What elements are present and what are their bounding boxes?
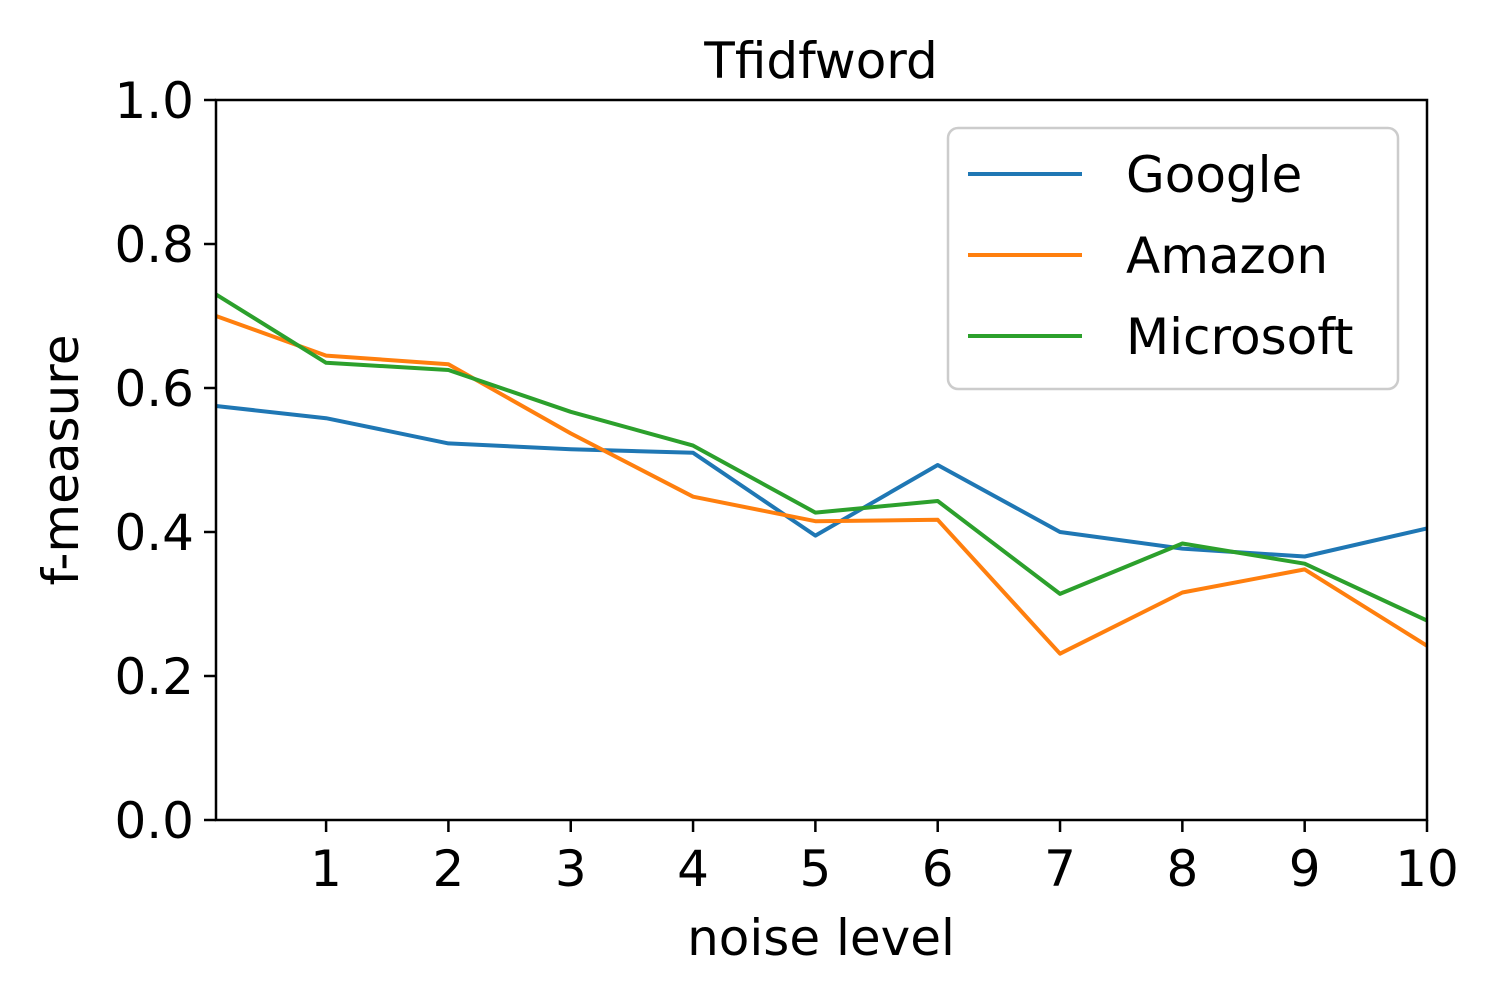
series-lines	[214, 292, 1429, 656]
y-tick-label: 0.2	[114, 648, 194, 706]
x-tick-label: 1	[310, 840, 342, 898]
x-tick-label: 6	[922, 840, 954, 898]
y-tick-label: 1.0	[114, 72, 194, 130]
x-tick-label: 9	[1289, 840, 1321, 898]
y-axis: 0.0 0.2 0.4 0.6 0.8 1.0	[114, 72, 216, 850]
x-tick-label: 3	[555, 840, 587, 898]
x-tick-label: 2	[433, 840, 465, 898]
legend: Google Amazon Microsoft	[946, 126, 1400, 391]
y-tick-label: 0.0	[114, 792, 194, 850]
series-line-google	[215, 404, 1428, 559]
legend-box	[946, 126, 1400, 391]
x-tick-label: 8	[1166, 840, 1198, 898]
legend-label-microsoft: Microsoft	[1126, 308, 1354, 366]
x-tick-label: 4	[677, 840, 709, 898]
y-axis-label: f-measure	[32, 335, 90, 586]
x-axis: 1 2 3 4 5 6 7 8 9 10	[310, 820, 1459, 898]
x-tick-label: 5	[799, 840, 831, 898]
chart-title: Tfidfword	[703, 32, 937, 90]
legend-label-google: Google	[1126, 146, 1302, 204]
x-tick-label: 10	[1395, 840, 1459, 898]
y-tick-label: 0.6	[114, 360, 194, 418]
plot-frame	[214, 98, 1429, 822]
x-axis-label: noise level	[687, 909, 955, 967]
x-tick-label: 7	[1044, 840, 1076, 898]
series-line-microsoft	[214, 292, 1428, 623]
legend-label-amazon: Amazon	[1126, 227, 1328, 285]
y-tick-label: 0.8	[114, 216, 194, 274]
series-line-amazon	[215, 314, 1429, 656]
y-tick-label: 0.4	[114, 504, 194, 562]
